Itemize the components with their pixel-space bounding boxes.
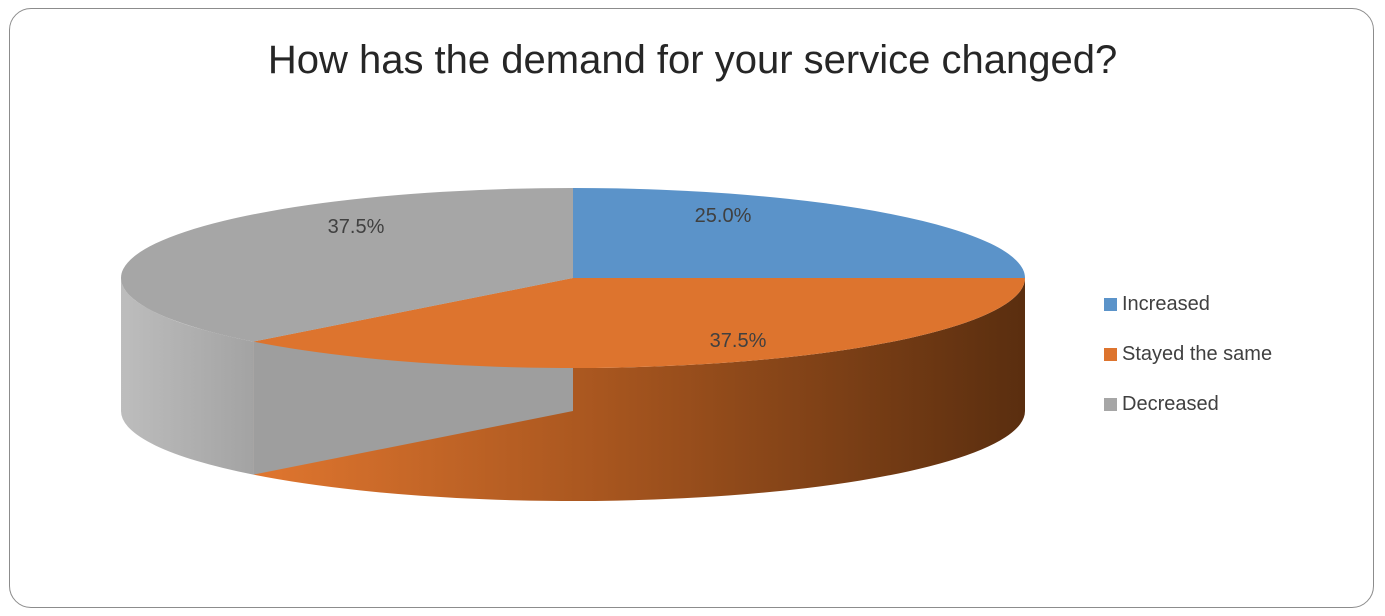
legend-item-increased: Increased — [1104, 292, 1272, 317]
pie-slice-decreased — [120, 188, 573, 342]
side-wall-stayed-the-same — [253, 278, 1025, 502]
pie-slice-increased — [573, 188, 1025, 278]
legend-label-increased: Increased — [1122, 293, 1210, 315]
side-wall-decreased — [121, 278, 254, 475]
data-label-stayed-the-same: 37.5% — [710, 330, 767, 352]
legend-label-decreased: Decreased — [1122, 393, 1219, 415]
pie-slice-stayed-the-same — [253, 278, 1025, 369]
data-label-decreased: 37.5% — [328, 216, 385, 238]
legend-label-stayed-the-same: Stayed the same — [1122, 343, 1273, 365]
legend-swatch-stayed-the-same — [1104, 348, 1117, 361]
chart-legend: Increased Stayed the same Decreased — [1104, 292, 1272, 442]
legend-item-decreased: Decreased — [1104, 392, 1272, 417]
legend-swatch-increased — [1104, 298, 1117, 311]
legend-swatch-decreased — [1104, 398, 1117, 411]
legend-item-stayed-the-same: Stayed the same — [1104, 342, 1272, 367]
chart-title: How has the demand for your service chan… — [267, 38, 1118, 82]
data-label-increased: 25.0% — [695, 205, 752, 227]
